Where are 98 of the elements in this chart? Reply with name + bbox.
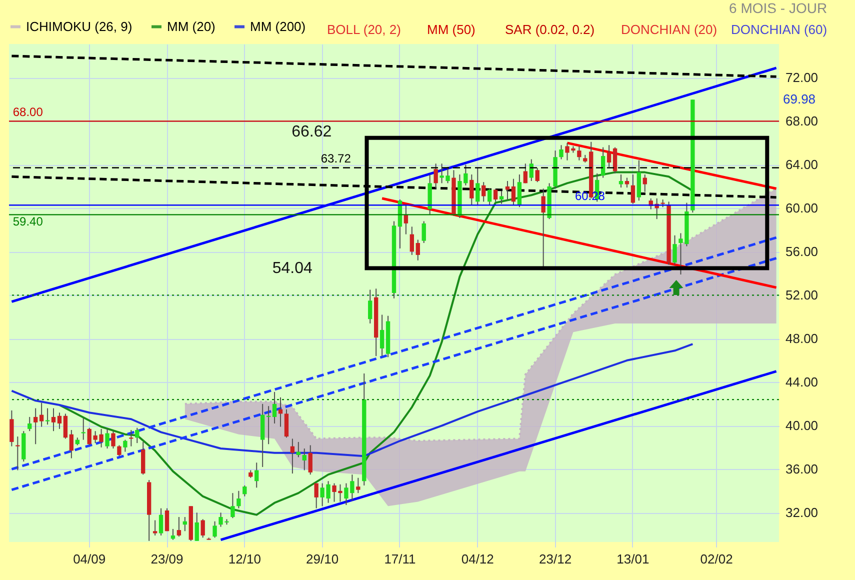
candlestick [493,188,498,202]
candlestick [618,174,624,188]
legend-label: MM (200) [250,18,306,34]
candlestick [135,427,140,444]
candlestick [117,444,122,457]
y-tick-label: 72.00 [786,70,818,86]
candlestick [559,144,564,160]
annotation: 66.62 [292,124,332,141]
candlestick [630,174,636,204]
candlestick [158,508,164,536]
candlestick [105,428,110,449]
candlestick [152,520,158,536]
candlestick [254,462,259,488]
candlestick [81,418,86,440]
legend-label: ICHIMOKU (26, 9) [26,18,132,34]
candlestick [470,174,474,206]
candlestick [194,512,199,542]
candlestick [499,190,504,204]
candlestick [535,167,540,183]
candlestick [511,178,516,206]
x-tick-label: 04/09 [73,552,106,566]
x-tick-label: 23/09 [150,552,184,566]
y-tick-label: 36.00 [786,462,818,477]
candlestick [33,408,38,445]
candlestick [51,408,56,432]
ref-line-label: 59.40 [12,214,44,229]
x-tick-label: 13/01 [616,552,650,566]
x-tick-label: 17/11 [384,552,416,566]
candlestick [164,508,170,532]
candlestick [487,188,492,206]
x-tick-label: 04/12 [461,552,494,566]
candlestick [284,408,289,438]
x-tick-label: 23/12 [539,552,572,566]
candlestick [176,516,182,538]
text: MM (50) [427,22,476,37]
candlestick [606,144,612,168]
annotation: 54.04 [272,260,312,278]
candlestick [111,430,116,449]
candlestick [230,492,235,519]
candlestick [482,182,486,202]
candlestick [612,146,618,174]
candlestick [63,413,68,440]
candlestick [200,518,205,538]
candlestick [290,438,295,474]
y-tick-label: 40.00 [786,418,818,434]
candlestick [380,314,384,357]
legend-label: MM (20) [167,18,216,34]
candlestick [308,444,312,476]
candlestick [410,226,414,256]
candlestick [356,477,360,494]
y-tick-label: 60.00 [786,200,818,216]
text: DONCHIAN (20) [621,22,718,37]
candlestick [624,177,630,188]
candlestick [476,167,480,206]
candlestick [368,289,372,324]
candlestick [69,430,74,459]
candlestick [434,163,438,190]
y-tick-label: 48.00 [786,331,818,346]
candlestick [672,234,677,266]
y-tick-label: 44.00 [786,374,818,390]
text: 69.98 [783,92,816,107]
candlestick [416,239,420,261]
x-tick-label: 29/10 [306,552,339,566]
candlestick [212,520,217,538]
x-tick-label: 12/10 [228,552,261,566]
candlestick [302,448,306,471]
text: BOLL (20, 2) [327,22,401,37]
candlestick [577,146,582,161]
candlestick [141,441,146,476]
candlestick [28,416,32,432]
ref-line-label: 63.72 [320,152,352,166]
candlestick [642,174,647,192]
candlestick [39,402,44,428]
line-series [10,343,694,458]
y-tick-label: 52.00 [786,288,818,303]
ref-line-label: 68.00 [12,105,44,120]
candlestick [314,482,318,509]
text: SAR (0.02, 0.2) [505,22,595,37]
y-tick-label: 68.00 [786,114,818,129]
text: DONCHIAN (60) [731,22,828,37]
candlestick [57,412,62,430]
x-tick-label: 02/02 [700,552,733,566]
y-tick-label: 64.00 [786,157,818,172]
candlestick [123,439,128,452]
candlestick [129,430,134,447]
y-tick-label: 56.00 [786,244,818,260]
y-tick-label: 32.00 [786,505,818,520]
candlestick [422,220,426,244]
candlestick [45,408,50,426]
candlestick [272,391,277,424]
candlestick [10,410,14,447]
chart-title: 6 MOIS - JOUR [729,0,828,16]
candlestick [600,146,606,178]
candlestick [523,163,528,184]
candlestick [517,174,522,208]
candlestick [16,436,20,471]
candlestick [236,490,241,509]
candlestick [242,484,247,497]
